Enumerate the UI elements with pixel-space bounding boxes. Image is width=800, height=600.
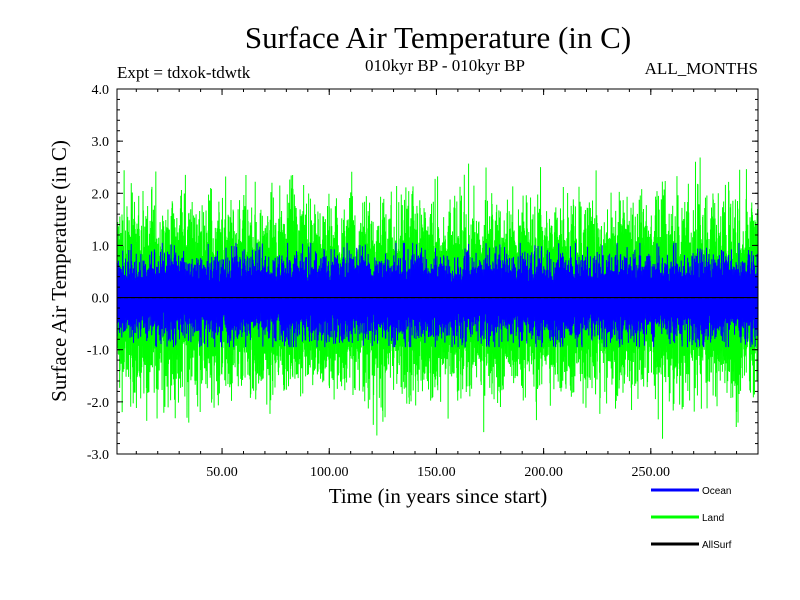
chart-title: Surface Air Temperature (in C) [245, 20, 631, 55]
y-tick-label: 1.0 [92, 239, 110, 254]
y-tick-label: 4.0 [92, 83, 110, 98]
plot-frame [116, 88, 759, 455]
y-tick-label: -3.0 [87, 448, 109, 463]
legend-label-ocean: Ocean [702, 486, 731, 497]
months-label: ALL_MONTHS [645, 59, 758, 78]
y-tick-label: 2.0 [92, 187, 110, 202]
y-tick-label: 3.0 [92, 135, 110, 150]
plot-data [116, 157, 759, 439]
y-tick-label: -2.0 [87, 396, 109, 411]
y-tick-label: 0.0 [92, 292, 110, 307]
x-tick-label: 100.00 [310, 465, 349, 480]
legend-label-allsurf: AllSurf [702, 540, 732, 551]
y-tick-label: -1.0 [87, 344, 109, 359]
plot-axes: 4.0 3.0 2.0 1.0 0.0 -1.0 -2.0 -3.0 50.00 100.00 15… [87, 83, 759, 480]
x-tick-label: 50.00 [206, 465, 238, 480]
experiment-label: Expt = tdxok-tdwtk [117, 63, 251, 82]
x-axis-label: Time (in years since start) [329, 484, 548, 508]
x-tick-label: 150.00 [417, 465, 456, 480]
period-label: 010kyr BP - 010kyr BP [365, 56, 525, 75]
legend: Ocean Land AllSurf [651, 486, 732, 551]
x-tick-label: 250.00 [632, 465, 671, 480]
series-ocean [116, 242, 759, 348]
legend-label-land: Land [702, 513, 724, 524]
x-tick-label: 200.00 [524, 465, 563, 480]
y-axis-label: Surface Air Temperature (in C) [47, 140, 71, 402]
